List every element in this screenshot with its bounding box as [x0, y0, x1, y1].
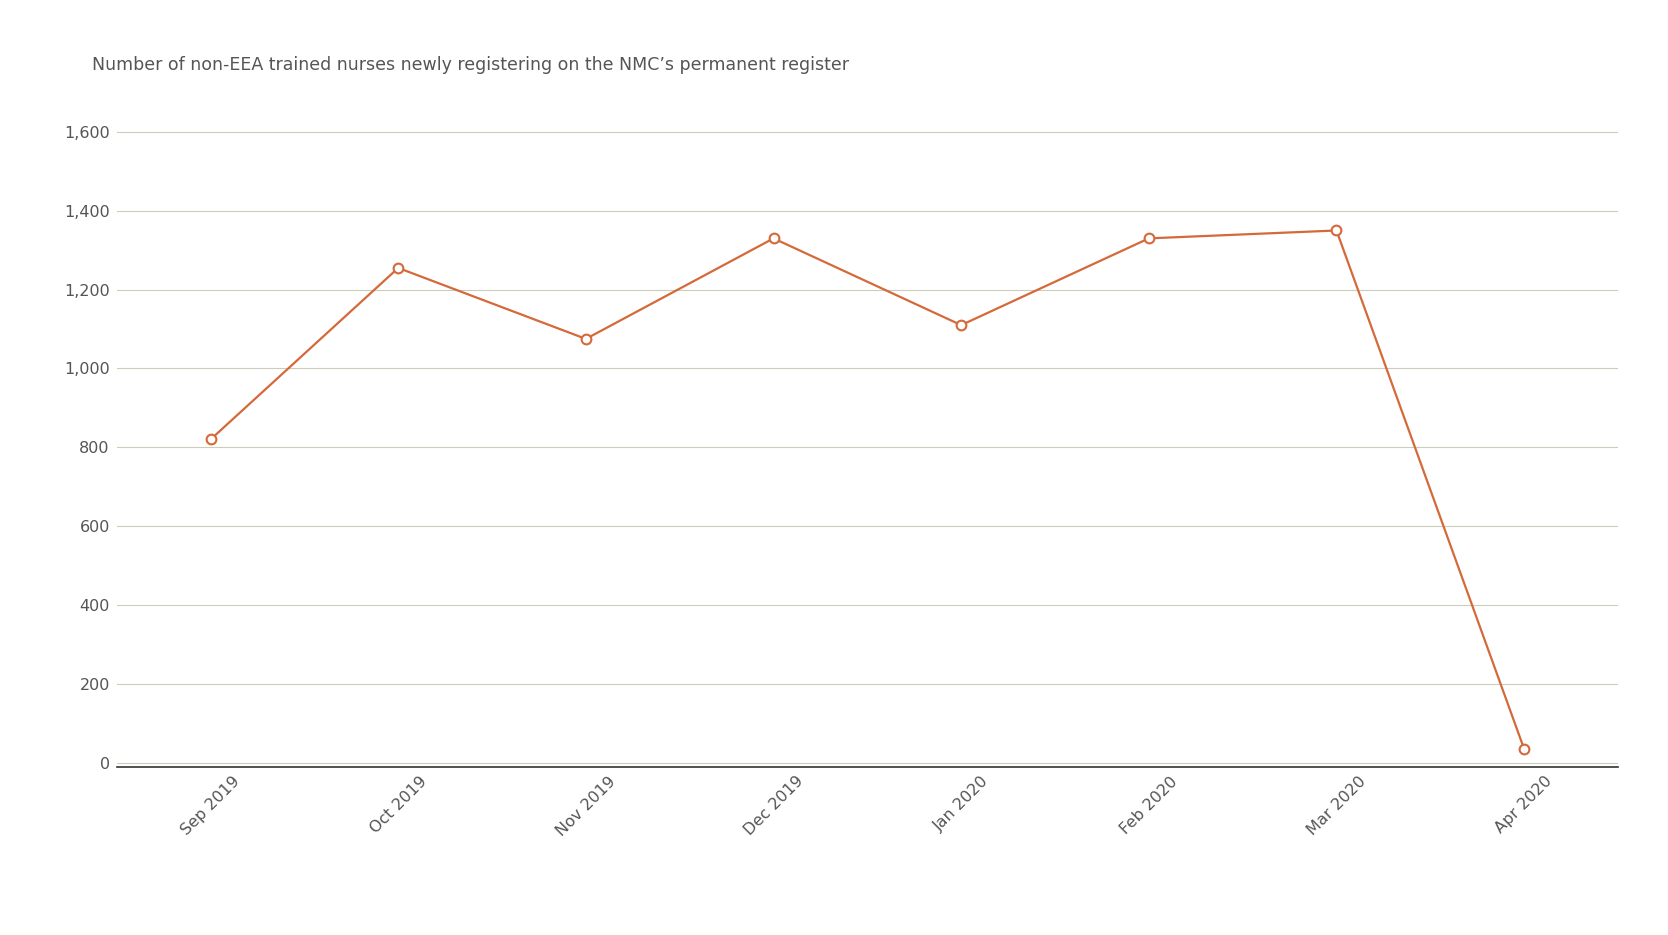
Text: Number of non-EEA trained nurses newly registering on the NMC’s permanent regist: Number of non-EEA trained nurses newly r… — [92, 56, 849, 74]
